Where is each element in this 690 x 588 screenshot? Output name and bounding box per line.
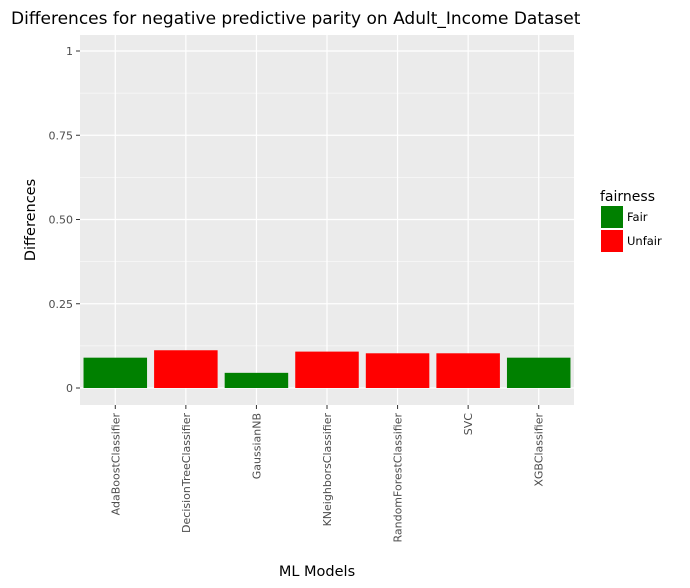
y-tick-label: 0.75 [49, 129, 74, 142]
x-tick-label: RandomForestClassifier [392, 413, 405, 543]
bars [83, 350, 571, 388]
legend-title: fairness [600, 189, 655, 205]
x-tick-label: SVC [462, 413, 475, 436]
grid-major [80, 35, 574, 405]
bar-AdaBoostClassifier [83, 357, 148, 388]
chart-title: Differences for negative predictive pari… [11, 9, 581, 29]
bar-RandomForestClassifier [365, 353, 430, 388]
y-tick-label: 0.50 [49, 214, 74, 227]
bar-XGBClassifier [506, 357, 571, 388]
y-axis: 0 0.25 0.50 0.75 1 [49, 45, 80, 395]
y-tick-label: 1 [66, 45, 73, 58]
y-tick-label: 0.25 [49, 298, 74, 311]
x-tick-label: GaussianNB [250, 413, 263, 479]
legend: fairness Fair Unfair [600, 189, 662, 252]
x-tick-label: AdaBoostClassifier [109, 413, 122, 516]
legend-swatch-unfair [601, 230, 623, 252]
bar-SVC [436, 353, 500, 388]
x-tick-label: XGBClassifier [533, 413, 546, 487]
x-tick-label: KNeighborsClassifier [321, 413, 334, 527]
x-tick-label: DecisionTreeClassifier [180, 413, 193, 533]
y-tick-label: 0 [66, 382, 73, 395]
y-axis-title: Differences [23, 179, 39, 261]
legend-label-fair: Fair [627, 210, 648, 224]
bar-GaussianNB [224, 372, 289, 388]
legend-swatch-fair [601, 206, 623, 228]
legend-label-unfair: Unfair [627, 234, 662, 248]
bar-KNeighborsClassifier [295, 351, 359, 388]
x-axis: AdaBoostClassifier DecisionTreeClassifier… [109, 405, 546, 543]
bar-DecisionTreeClassifier [154, 350, 218, 388]
x-axis-title: ML Models [279, 564, 355, 580]
